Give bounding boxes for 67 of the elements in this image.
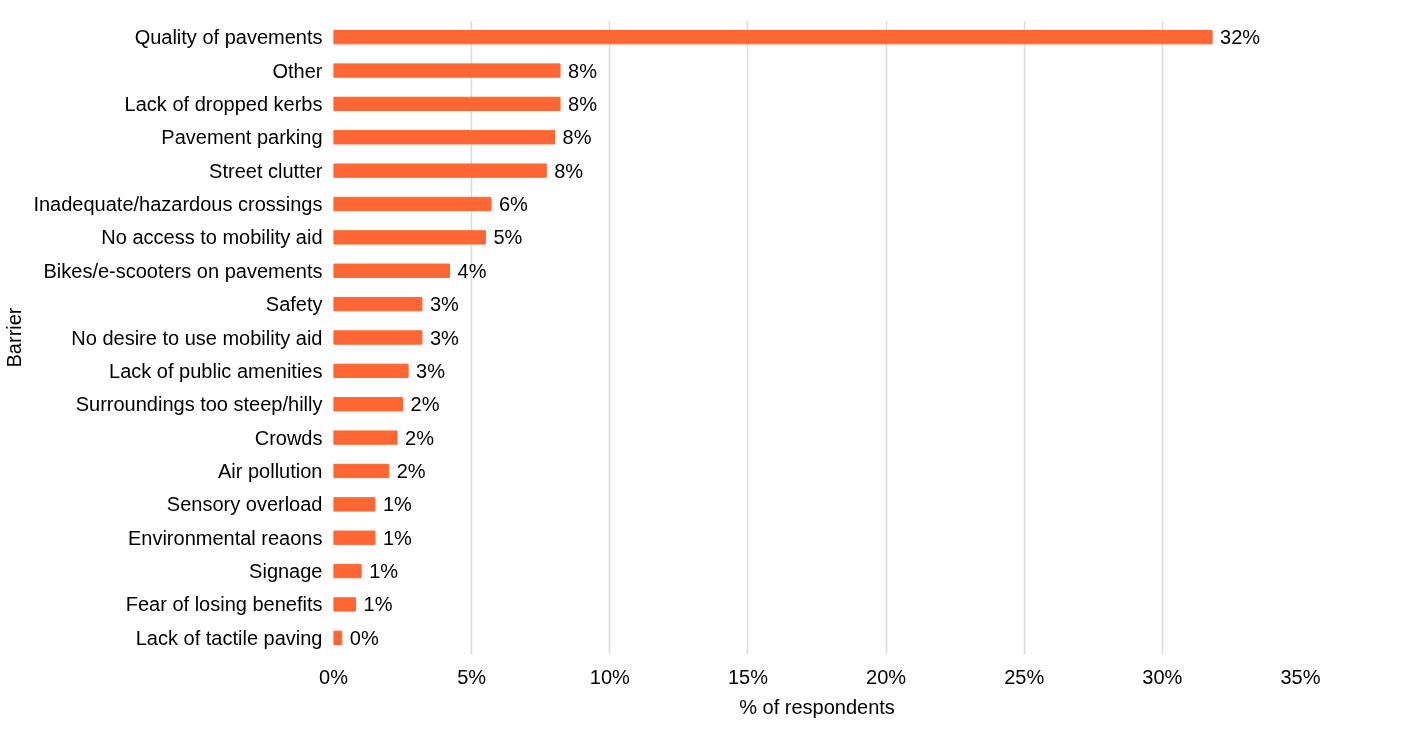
- y-tick-label: Sensory overload: [166, 493, 323, 516]
- y-tick-label: Fear of losing benefits: [125, 593, 323, 616]
- y-tick-label: Pavement parking: [161, 126, 323, 149]
- y-tick-label: Environmental reaons: [127, 526, 323, 549]
- data-label: 0%: [349, 626, 379, 649]
- y-tick-label: Street clutter: [209, 159, 323, 182]
- bar: [333, 230, 486, 245]
- data-label: 3%: [416, 359, 446, 382]
- bar: [333, 63, 561, 78]
- y-axis-title: Barrier: [3, 307, 26, 368]
- y-tick-label: Safety: [265, 293, 323, 316]
- data-label: 2%: [410, 393, 440, 416]
- data-label: 8%: [568, 59, 598, 82]
- y-tick-label: Lack of dropped kerbs: [124, 92, 323, 115]
- bar: [333, 296, 423, 312]
- data-label: 8%: [568, 92, 598, 115]
- y-tick-label: Lack of tactile paving: [135, 626, 323, 649]
- data-label: 8%: [562, 126, 592, 149]
- x-tick-label: 30%: [1142, 665, 1183, 688]
- data-label: 6%: [498, 193, 529, 216]
- x-axis-title: % of respondents: [739, 695, 895, 718]
- bar: [333, 163, 547, 178]
- data-label: 1%: [369, 560, 399, 583]
- data-label: 2%: [396, 459, 426, 482]
- bar: [333, 630, 343, 645]
- data-label: 8%: [554, 159, 584, 182]
- data-label: 5%: [493, 226, 523, 249]
- y-tick-label: Inadequate/hazardous crossings: [33, 193, 323, 216]
- data-label: 3%: [429, 293, 460, 316]
- bar: [333, 263, 451, 278]
- bar: [333, 397, 404, 412]
- y-tick-label: Surroundings too steep/hilly: [75, 393, 323, 416]
- y-tick-label: Air pollution: [218, 459, 323, 482]
- y-tick-label: Lack of public amenities: [109, 359, 323, 382]
- y-tick-label: Bikes/e-scooters on pavements: [43, 259, 323, 282]
- y-tick-label: Quality of pavements: [134, 26, 323, 49]
- y-tick-label: No desire to use mobility aid: [71, 326, 323, 349]
- x-tick-label: 20%: [866, 665, 907, 688]
- bar: [333, 563, 362, 579]
- x-tick-label: 10%: [589, 665, 631, 688]
- data-label: 4%: [457, 259, 487, 282]
- bar: [333, 96, 561, 112]
- data-label: 2%: [405, 426, 435, 449]
- bar: [333, 30, 1213, 45]
- data-label: 1%: [382, 493, 413, 516]
- x-tick-label: 35%: [1280, 665, 1321, 688]
- x-tick-label: 15%: [727, 665, 769, 688]
- bar: [333, 597, 357, 612]
- x-tick-label: 5%: [457, 665, 487, 688]
- bar: [333, 530, 376, 545]
- bar: [333, 330, 423, 345]
- data-label: 32%: [1220, 26, 1261, 49]
- bar: [333, 363, 409, 379]
- bar: [333, 130, 556, 145]
- y-tick-label: Crowds: [254, 426, 323, 449]
- x-tick-label: 25%: [1004, 665, 1045, 688]
- bar: [333, 430, 398, 445]
- data-label: 1%: [382, 526, 413, 549]
- bar: [333, 196, 492, 212]
- data-label: 3%: [429, 326, 460, 349]
- y-tick-label: No access to mobility aid: [101, 226, 323, 249]
- y-tick-label: Signage: [249, 560, 323, 583]
- data-label: 1%: [363, 593, 393, 616]
- x-tick-label: 0%: [319, 665, 349, 688]
- y-tick-label: Other: [272, 59, 323, 82]
- bar: [333, 497, 376, 512]
- bar: [333, 463, 390, 479]
